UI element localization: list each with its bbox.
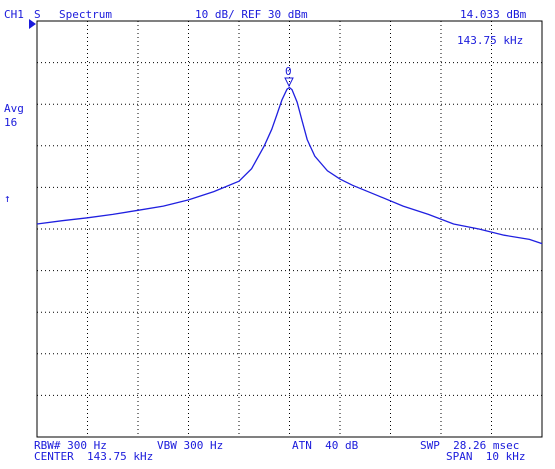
- scale-ref-label: 10 dB/ REF 30 dBm: [195, 8, 308, 21]
- spectrum-trace: [36, 86, 543, 245]
- reference-arrow-icon: ↑: [4, 192, 11, 205]
- channel-indicator-icon: [29, 19, 36, 29]
- attenuation-label: ATN 40 dB: [292, 439, 359, 452]
- averaging-count: 16: [4, 116, 18, 129]
- rbw-label: RBW# 300 Hz: [34, 439, 107, 452]
- vbw-label: VBW 300 Hz: [157, 439, 224, 452]
- marker-triangle-icon: [284, 77, 294, 87]
- plot-frame: [36, 20, 543, 438]
- marker-number: 0: [285, 65, 292, 78]
- sweep-time-label: SWP 28.26 msec: [420, 439, 520, 452]
- channel-label: CH1: [4, 8, 24, 21]
- marker-value: 14.033 dBm: [460, 8, 527, 21]
- mode-label: Spectrum: [59, 8, 112, 21]
- center-frequency-label: CENTER 143.75 kHz: [34, 450, 154, 463]
- graticule: [37, 21, 542, 437]
- marker-frequency: 143.75 kHz: [457, 34, 524, 47]
- averaging-label: Avg: [4, 102, 24, 115]
- channel-mode: S: [34, 8, 41, 21]
- span-label: SPAN 10 kHz: [446, 450, 526, 463]
